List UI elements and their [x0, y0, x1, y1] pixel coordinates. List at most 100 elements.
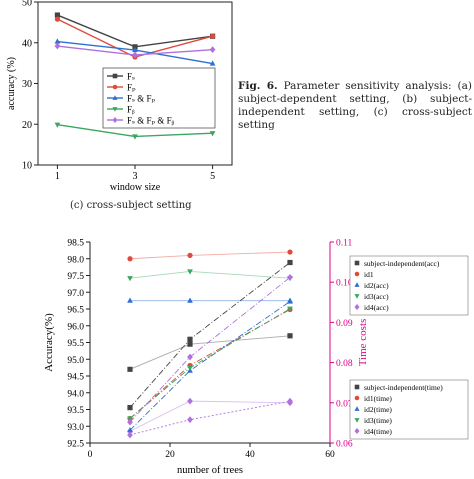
data-point: [209, 60, 216, 66]
data-point: [210, 33, 216, 39]
x-tick-label: 0: [88, 450, 93, 460]
y-tick-label: 10: [22, 161, 32, 172]
y2-tick-label: 0.11: [336, 239, 353, 249]
x-axis-label: window size: [110, 182, 161, 193]
y-tick-label: 92.5: [67, 440, 84, 450]
legend-label: id1(time): [364, 394, 392, 403]
legend-label: id4(time): [364, 427, 392, 436]
y-tick-label: 96.5: [67, 306, 84, 316]
y-axis-label: Accuracy(%): [43, 313, 55, 372]
y-tick-label: 93.5: [67, 406, 84, 416]
data-point: [187, 341, 193, 347]
y-tick-label: 50: [22, 0, 32, 9]
legend-accuracy: subject-independent(acc) id1 id2(acc) id3(a…: [349, 255, 469, 316]
data-point: [54, 12, 60, 18]
legend-label: id2(time): [364, 405, 392, 414]
series-line-10: [129, 277, 291, 423]
series-line-6: [129, 262, 291, 408]
y-tick-label: 20: [22, 120, 32, 131]
legend-marker: [354, 294, 360, 299]
data-point: [54, 122, 61, 128]
legend-label: Fₚ: [127, 83, 136, 93]
data-point: [187, 336, 193, 342]
y2-tick-label: 0.10: [336, 279, 353, 289]
legend-marker: [112, 84, 118, 90]
data-point: [187, 416, 193, 424]
y-tick-label: 98.5: [67, 239, 84, 249]
data-point: [287, 249, 293, 255]
data-point: [54, 42, 61, 50]
legend-marker: [354, 418, 360, 423]
data-point: [187, 269, 193, 275]
data-point: [132, 46, 138, 53]
data-point: [127, 431, 133, 439]
data-point: [132, 134, 138, 140]
data-point: [209, 46, 216, 54]
data-point: [287, 259, 293, 266]
legend-label: subject-independent(acc): [364, 259, 440, 268]
x-tick-label: 60: [325, 450, 335, 460]
data-point: [187, 397, 193, 405]
data-point: [54, 38, 61, 44]
data-point: [209, 131, 216, 137]
x-tick-label: 40: [245, 450, 255, 460]
data-point: [187, 365, 193, 371]
x-tick-label: 5: [210, 171, 215, 182]
x-tick-label: 20: [165, 450, 175, 460]
series-line-4: [129, 271, 291, 279]
x-tick-label: 3: [133, 171, 138, 182]
legend-label: Fᵦ: [127, 105, 135, 115]
series-line-5: [129, 400, 291, 432]
legend-marker: [354, 406, 360, 411]
figure-caption-label: Fig. 6.: [238, 80, 278, 92]
legend-marker: [112, 95, 118, 100]
data-point: [287, 397, 293, 405]
legend-marker: [354, 271, 360, 277]
legend-marker: [354, 282, 360, 287]
legend-marker: [354, 384, 360, 390]
subfigure-caption: (c) cross-subject setting: [70, 200, 192, 211]
y-tick-label: 40: [22, 38, 32, 49]
data-point: [132, 51, 138, 59]
y2-tick-label: 0.09: [336, 319, 353, 329]
y-tick-label: 95.0: [67, 356, 84, 366]
y2-tick-label: 0.07: [336, 399, 353, 409]
legend-marker: [112, 107, 118, 112]
legend-label: subject-independent(time): [364, 383, 443, 392]
data-point: [127, 297, 133, 303]
figure-caption: Fig. 6. Parameter sensitivity analysis: …: [238, 80, 472, 132]
data-point: [127, 405, 133, 411]
x-axis-label: number of trees: [177, 465, 243, 476]
data-point: [127, 256, 133, 262]
y2-tick-label: 0.08: [336, 359, 353, 369]
data-point: [127, 418, 133, 426]
y-tick-label: 30: [22, 79, 32, 90]
y-tick-label: 97.5: [67, 272, 84, 282]
data-point: [54, 16, 61, 22]
y2-axis-label: Time costs: [357, 319, 369, 367]
data-point: [287, 298, 293, 304]
data-point: [127, 366, 133, 372]
legend-time: subject-independent(time) id1(time) id2(ti…: [349, 379, 469, 440]
legend-label: Fₛ: [127, 72, 135, 82]
data-point: [127, 276, 133, 282]
y-tick-label: 97.0: [67, 289, 84, 299]
legend-marker: [354, 304, 360, 310]
legend-label: id2(acc): [364, 281, 389, 290]
legend-label: id1: [364, 270, 374, 279]
legend-label: id4(acc): [364, 303, 389, 312]
data-point: [132, 44, 138, 50]
legend-time-box: [349, 379, 469, 440]
y-tick-label: 95.5: [67, 339, 84, 349]
legend-label: id3(acc): [364, 292, 389, 301]
y-tick-label: 94.5: [67, 373, 84, 383]
legend-marker: [112, 117, 118, 123]
data-point: [187, 353, 193, 361]
legend-label: Fₛ & Fₚ: [127, 94, 156, 104]
data-point: [287, 306, 293, 312]
data-point: [287, 333, 293, 339]
y-tick-label: 98.0: [67, 255, 84, 265]
number-of-trees-chart: 92.5 93.0 93.5 94.0 94.5 95.0 95.5 96.0 96.5 97.0…: [43, 239, 469, 476]
legend-accuracy-box: [349, 255, 469, 316]
window-size-chart: 10 20 30 40 50 1 3 5 window size accuracy (%) FₛFₚ…: [6, 0, 233, 193]
